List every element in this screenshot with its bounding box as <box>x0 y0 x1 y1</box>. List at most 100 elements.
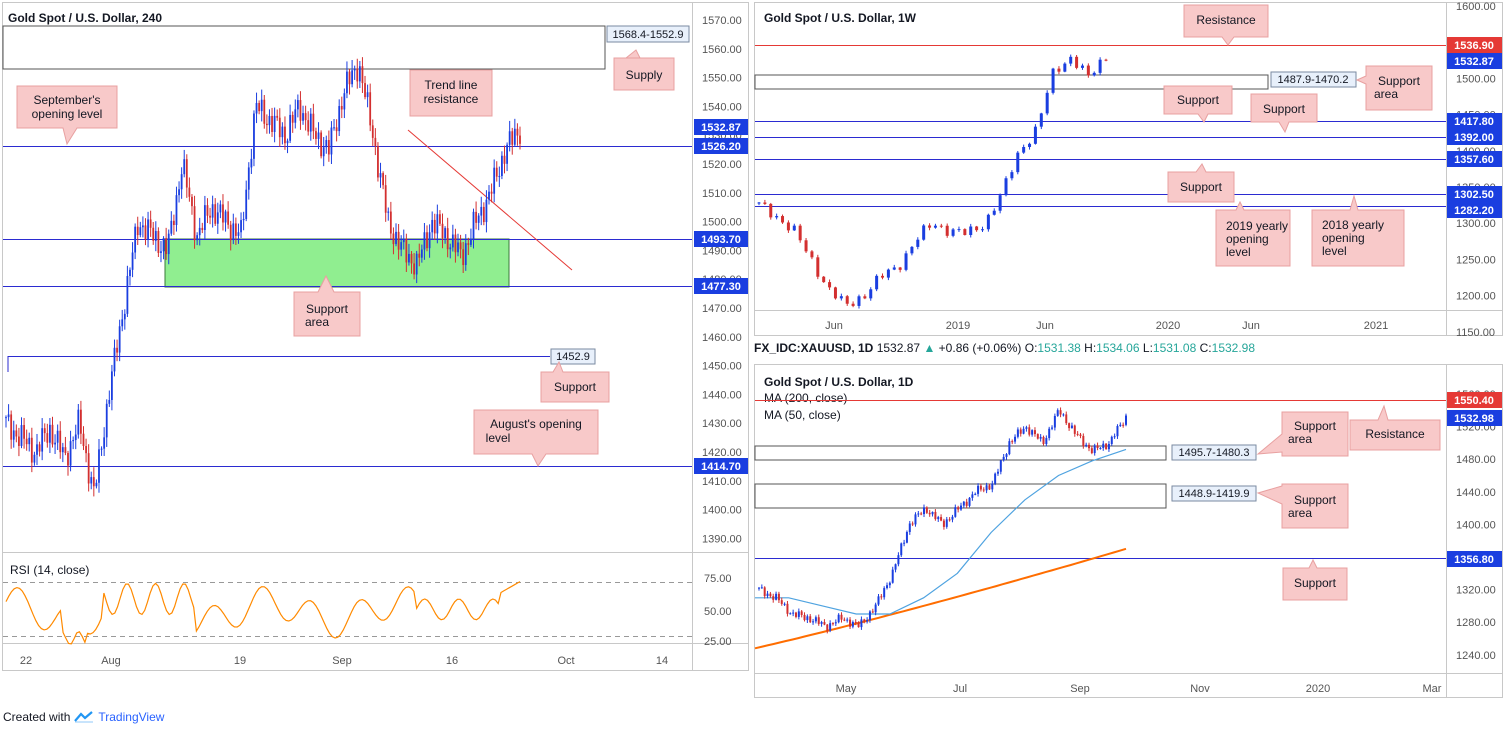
candle-body <box>286 140 289 144</box>
candle-body <box>227 211 230 225</box>
candle-body <box>894 564 897 570</box>
candle-body <box>41 428 44 452</box>
last-price-tag <box>694 119 748 135</box>
candle-body <box>1079 434 1082 436</box>
price-axis: 1570.001560.001550.001540.001530.001520.… <box>702 15 742 545</box>
time-axis: 22 Aug 19 Sep 16 Oct 14 <box>20 655 668 667</box>
candle-body <box>1107 444 1110 450</box>
candle-body <box>916 239 920 247</box>
candles <box>758 407 1127 634</box>
candle-body <box>28 437 31 445</box>
candle-body <box>911 523 914 525</box>
candle-body <box>397 231 400 250</box>
chart-panel-4h[interactable]: Gold Spot / U.S. Dollar, 240 1570.00 1560… <box>0 0 752 674</box>
candle-body <box>957 507 960 510</box>
candle-body <box>1045 92 1049 114</box>
candle-body <box>931 511 934 515</box>
footer-created-with: Created with <box>3 710 71 724</box>
callout-september-line2: opening level <box>32 107 103 121</box>
candle-body <box>418 253 421 258</box>
candle-body <box>968 497 971 506</box>
symbol-name: FX_IDC:XAUUSD, 1D <box>754 341 874 355</box>
candle-body <box>219 204 222 213</box>
candle-body <box>400 242 403 250</box>
level-label-1536: 1536.90 <box>1454 40 1494 52</box>
footer-brand[interactable]: TradingView <box>98 710 165 724</box>
candle-body <box>144 225 147 240</box>
candle-body <box>294 109 297 123</box>
open-label: O: <box>1024 341 1038 355</box>
candle-body <box>216 212 219 224</box>
candle-body <box>1096 445 1099 448</box>
candle-body <box>271 115 273 132</box>
trend-line-resistance <box>407 129 573 271</box>
zone2-range-label: 1448.9-1419.9 <box>1179 488 1250 500</box>
supply-zone <box>2 25 606 70</box>
candle-body <box>12 430 15 440</box>
candle-body <box>849 619 852 627</box>
chart-panel-1d[interactable]: Gold Spot / U.S. Dollar, 1D MA (200, clo… <box>754 362 1506 700</box>
candle-body <box>792 225 796 231</box>
x-axis-tick: Jun <box>1036 320 1054 332</box>
candle-body <box>162 238 165 252</box>
y-axis-tick: 1500.00 <box>702 217 742 229</box>
level-tag-1452 <box>550 348 596 365</box>
candle-body <box>1099 447 1102 449</box>
rsi-tick-50: 50.00 <box>704 606 732 618</box>
candle-body <box>1105 443 1108 450</box>
candle-body <box>185 159 188 188</box>
candle-body <box>794 612 797 617</box>
candle-body <box>116 347 118 353</box>
candle-body <box>1028 427 1031 435</box>
candle-body <box>498 176 501 178</box>
candle-body <box>490 191 493 194</box>
candle-body <box>806 616 809 621</box>
candle-body <box>436 214 439 234</box>
candle-body <box>506 144 508 164</box>
candle-body <box>857 296 861 306</box>
candle-body <box>240 220 242 233</box>
candle-body <box>371 125 374 138</box>
y-axis-tick: 1460.00 <box>702 332 742 344</box>
candle-body <box>957 229 961 231</box>
candle-body <box>20 425 23 446</box>
candle-body <box>786 222 790 231</box>
candle-body <box>800 611 803 615</box>
y-axis-tick: 1490.00 <box>702 245 742 257</box>
candle-body <box>61 447 64 453</box>
y-axis-tick: 1600.00 <box>1456 1 1496 13</box>
candle-body <box>431 219 434 233</box>
candle-body <box>74 434 77 441</box>
candle-body <box>980 229 984 231</box>
candle-body <box>113 347 116 372</box>
candle-body <box>1053 415 1056 428</box>
rsi-label: RSI (14, close) <box>10 563 89 577</box>
candle-body <box>1005 454 1008 457</box>
candle-body <box>304 113 307 121</box>
candle-body <box>25 438 28 445</box>
chart-panel-1w[interactable]: Gold Spot / U.S. Dollar, 1W 1600.001550.… <box>754 0 1506 338</box>
y-axis-tick: 1480.00 <box>1456 454 1496 466</box>
candle-body <box>854 621 857 623</box>
x-axis-tick: Aug <box>101 655 121 667</box>
candle-body <box>991 483 994 490</box>
symbol-price: 1532.87 <box>876 341 921 355</box>
candle-body <box>985 485 988 491</box>
candle-body <box>214 204 217 224</box>
candle-body <box>1045 438 1048 445</box>
symbol-info-bar: FX_IDC:XAUUSD, 1D 1532.87 ▲ +0.86 (+0.06… <box>754 341 1255 355</box>
candle-body <box>974 493 977 495</box>
candle-body <box>178 189 180 196</box>
callout-support-area-1-line2: area <box>1288 432 1312 446</box>
candle-body <box>783 603 786 605</box>
level-tag-1302 <box>1447 186 1502 202</box>
candle-body <box>451 234 454 248</box>
candle-body <box>1090 448 1093 454</box>
candle-body <box>317 132 320 139</box>
candle-body <box>433 219 436 234</box>
candle-body <box>814 617 817 622</box>
candle-body <box>775 216 779 218</box>
candle-body <box>439 214 441 224</box>
candle-body <box>49 424 51 443</box>
callout-2018-line3: level <box>1322 244 1347 258</box>
